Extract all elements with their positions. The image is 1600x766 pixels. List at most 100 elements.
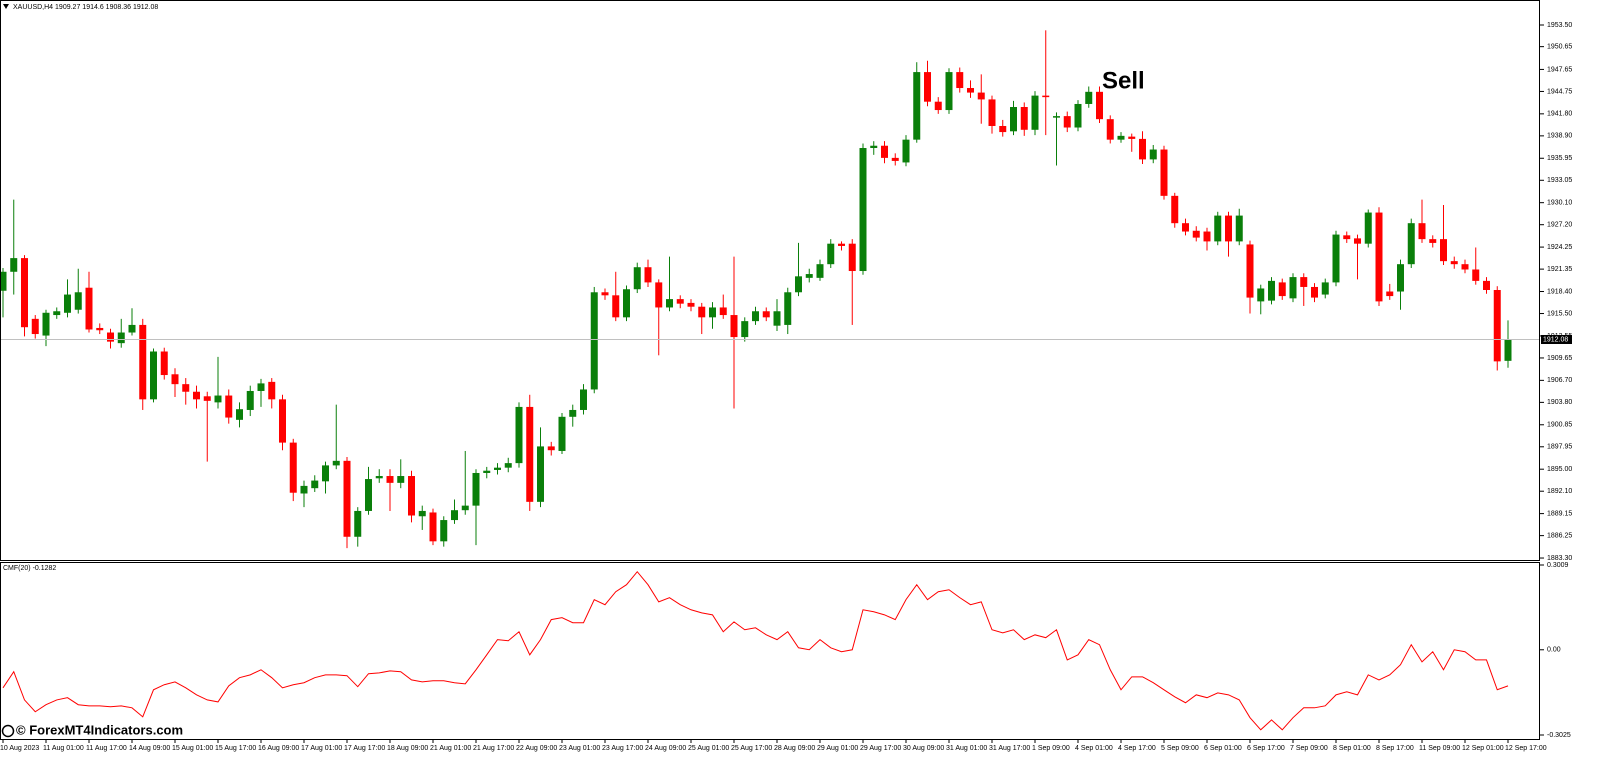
candle-body: [375, 476, 383, 479]
candle-body: [569, 409, 577, 417]
x-tick-label: 28 Aug 09:00: [774, 745, 815, 752]
x-tick-label: 31 Aug 01:00: [946, 745, 987, 752]
candle-body: [182, 384, 190, 392]
candle-body: [1440, 239, 1447, 262]
candle-body: [870, 145, 878, 149]
candle-body: [1171, 195, 1179, 224]
y-tick-label: 1944.75: [1547, 88, 1572, 95]
candle-body: [1289, 277, 1297, 299]
price-label-box: [1541, 335, 1572, 345]
candle-body: [53, 311, 61, 316]
candle-body: [967, 88, 974, 93]
candle-body: [1461, 264, 1469, 270]
candle-body: [451, 510, 458, 521]
candle-body: [472, 472, 480, 506]
x-tick-label: 21 Aug 01:00: [430, 745, 471, 752]
candle-body: [300, 485, 308, 494]
candle-body: [1311, 286, 1318, 298]
candle-body: [440, 520, 448, 542]
last-open: 1909.27: [55, 4, 80, 11]
x-tick-label: 23 Aug 17:00: [602, 745, 643, 752]
y-tick-label: 1895.00: [1547, 466, 1572, 473]
candle-body: [805, 274, 813, 278]
candle-body: [1257, 288, 1265, 302]
candle-body: [956, 72, 964, 89]
candle-body: [64, 294, 71, 313]
candle-body: [687, 302, 695, 307]
candle-body: [644, 267, 652, 283]
candle-body: [741, 321, 749, 338]
symbol-title: XAUUSD,H4: [13, 4, 53, 11]
x-tick-label: 4 Sep 01:00: [1075, 745, 1113, 752]
candle-body: [1472, 269, 1480, 281]
candle-body: [246, 390, 254, 410]
candle-body: [386, 476, 394, 483]
x-tick-label: 17 Aug 01:00: [301, 745, 342, 752]
candle-body: [934, 101, 942, 111]
x-tick-label: 12 Sep 17:00: [1505, 745, 1547, 752]
candle-body: [1278, 282, 1286, 297]
candle-body: [96, 327, 104, 331]
candle-body: [1160, 149, 1168, 196]
x-tick-label: 25 Aug 01:00: [688, 745, 729, 752]
y-tick-label: 1930.10: [1547, 200, 1572, 207]
x-tick-label: 12 Sep 01:00: [1462, 745, 1504, 752]
candle-body: [1418, 223, 1426, 240]
candle-body: [1268, 280, 1275, 301]
x-tick-label: 1 Sep 09:00: [1032, 745, 1070, 752]
candle-body: [1235, 215, 1243, 242]
candle-body: [1085, 91, 1093, 104]
candle-body: [1364, 212, 1372, 244]
candle-body: [397, 476, 405, 483]
x-tick-label: 30 Aug 09:00: [903, 745, 944, 752]
y-tick-label: 1906.70: [1547, 377, 1572, 384]
candle-body: [311, 480, 319, 489]
candle-body: [461, 505, 469, 511]
candle-body: [418, 510, 426, 517]
candle-body: [21, 258, 28, 328]
last-close: 1912.08: [133, 4, 158, 11]
candle-body: [924, 72, 931, 102]
x-tick-label: 25 Aug 17:00: [731, 745, 772, 752]
candle-body: [1504, 339, 1512, 361]
candle-body: [773, 311, 781, 326]
y-tick-label: 1933.05: [1547, 177, 1572, 184]
candle-body: [816, 264, 824, 278]
y-tick-label: -0.3025: [1547, 732, 1571, 739]
candle-body: [730, 315, 738, 338]
x-tick-label: 6 Sep 01:00: [1204, 745, 1242, 752]
candle-body: [558, 416, 566, 451]
candle-body: [128, 324, 136, 333]
candle-body: [354, 510, 362, 537]
candle-body: [1031, 95, 1039, 130]
candle-body: [214, 395, 222, 403]
candle-body: [1053, 116, 1060, 118]
candle-body: [902, 139, 910, 163]
candle-body: [1128, 136, 1136, 139]
y-tick-label: 1915.50: [1547, 310, 1572, 317]
watermark: © ForexMT4Indicators.com: [16, 722, 183, 737]
x-tick-label: 15 Aug 01:00: [172, 745, 213, 752]
candle-body: [590, 292, 598, 390]
candle-body: [74, 292, 82, 310]
candle-body: [107, 332, 114, 342]
candle-body: [752, 311, 759, 322]
y-tick-label: 1947.65: [1547, 66, 1572, 73]
candle-body: [279, 399, 286, 443]
candle-body: [612, 295, 620, 318]
y-tick-label: 1903.80: [1547, 399, 1572, 406]
candle-body: [526, 406, 534, 502]
candle-body: [1246, 244, 1254, 298]
y-tick-label: 1909.65: [1547, 355, 1572, 362]
candle-body: [193, 391, 200, 400]
y-tick-label: 1889.15: [1547, 510, 1572, 517]
candle-body: [988, 99, 996, 126]
candle-body: [1483, 280, 1490, 290]
y-tick-label: 1950.65: [1547, 43, 1572, 50]
candle-body: [504, 463, 512, 468]
main-panel-border: [0, 0, 1540, 561]
candle-body: [891, 157, 899, 161]
x-tick-label: 24 Aug 09:00: [645, 745, 686, 752]
candle-body: [150, 351, 157, 400]
